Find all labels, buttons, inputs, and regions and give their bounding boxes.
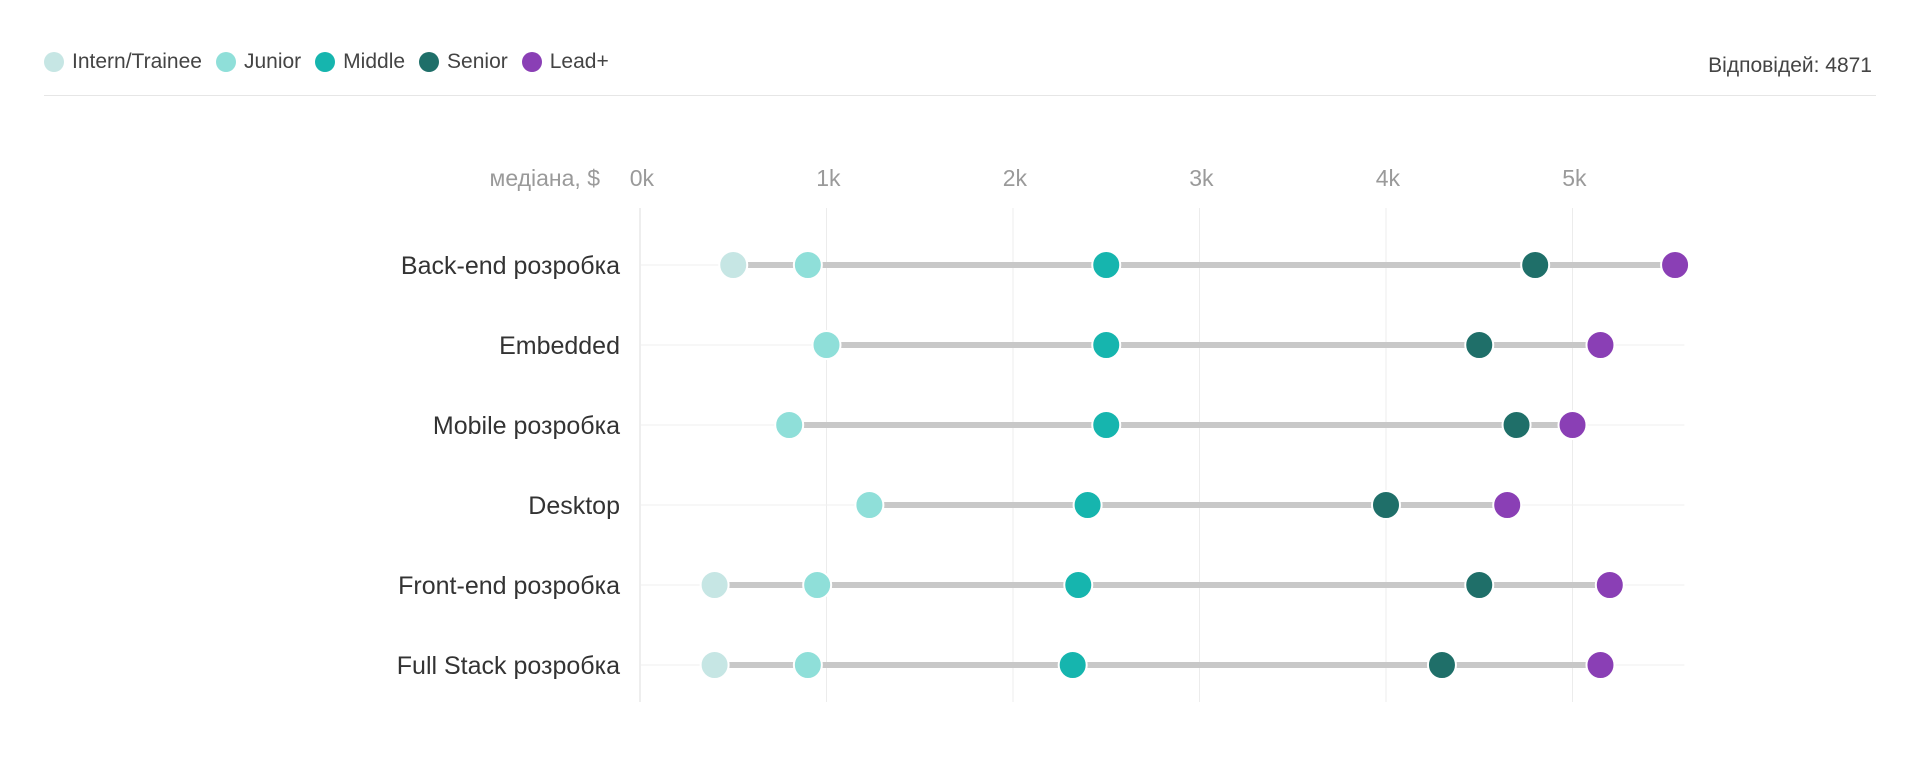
legend: Intern/Trainee Junior Middle Senior Lead+ (44, 50, 623, 74)
data-point (1594, 570, 1625, 600)
data-point (792, 650, 823, 680)
category-label: Embedded (499, 332, 620, 360)
legend-label: Senior (447, 50, 508, 73)
legend-label: Junior (243, 50, 302, 73)
axis-prefix-label: медіана, $ (490, 165, 601, 191)
data-point (774, 410, 805, 440)
data-point (699, 570, 730, 600)
data-point (802, 570, 833, 600)
legend-item: Intern/Trainee (44, 50, 202, 74)
data-point (1072, 490, 1103, 520)
data-point (1091, 250, 1122, 280)
data-point (854, 490, 885, 520)
header-divider (44, 95, 1876, 96)
x-tick-label: 1k (816, 165, 841, 191)
legend-item: Senior (419, 50, 508, 74)
x-tick-label: 5k (1562, 165, 1587, 191)
data-point (1091, 330, 1122, 360)
data-point (699, 650, 730, 680)
legend-item: Middle (315, 50, 405, 74)
data-point (1520, 250, 1551, 280)
data-point (1057, 650, 1088, 680)
legend-swatch (315, 52, 336, 72)
legend-label: Intern/Trainee (72, 50, 202, 73)
data-point (1501, 410, 1532, 440)
data-point (1371, 490, 1401, 520)
data-point (1585, 650, 1616, 680)
category-label: Mobile розробка (433, 412, 620, 440)
category-label: Full Stack розробка (397, 652, 620, 680)
legend-swatch (521, 52, 542, 72)
data-point (1557, 410, 1588, 440)
category-label: Front-end розробка (398, 572, 620, 600)
data-point (1660, 250, 1691, 280)
data-point (811, 330, 842, 360)
x-tick-label: 0k (630, 165, 655, 191)
category-label: Back-end розробка (401, 252, 620, 280)
data-point (1464, 330, 1495, 360)
legend-item: Junior (215, 50, 302, 74)
x-tick-label: 3k (1189, 165, 1214, 191)
legend-label: Lead+ (549, 50, 609, 73)
legend-swatch (215, 52, 236, 72)
category-label: Desktop (528, 492, 620, 520)
responses-count: Відповідей: 4871 (1708, 54, 1872, 77)
data-point (718, 250, 749, 280)
legend-item: Lead+ (521, 50, 609, 74)
data-point (1426, 650, 1457, 680)
legend-swatch (419, 52, 440, 72)
legend-label: Middle (343, 50, 406, 73)
x-tick-label: 4k (1376, 165, 1401, 191)
data-point (1585, 330, 1616, 360)
data-point (792, 250, 823, 280)
data-point (1091, 410, 1122, 440)
x-tick-label: 2k (1003, 165, 1028, 191)
data-point (1464, 570, 1495, 600)
data-point (1063, 570, 1094, 600)
data-point (1492, 490, 1523, 520)
legend-swatch (44, 52, 64, 72)
